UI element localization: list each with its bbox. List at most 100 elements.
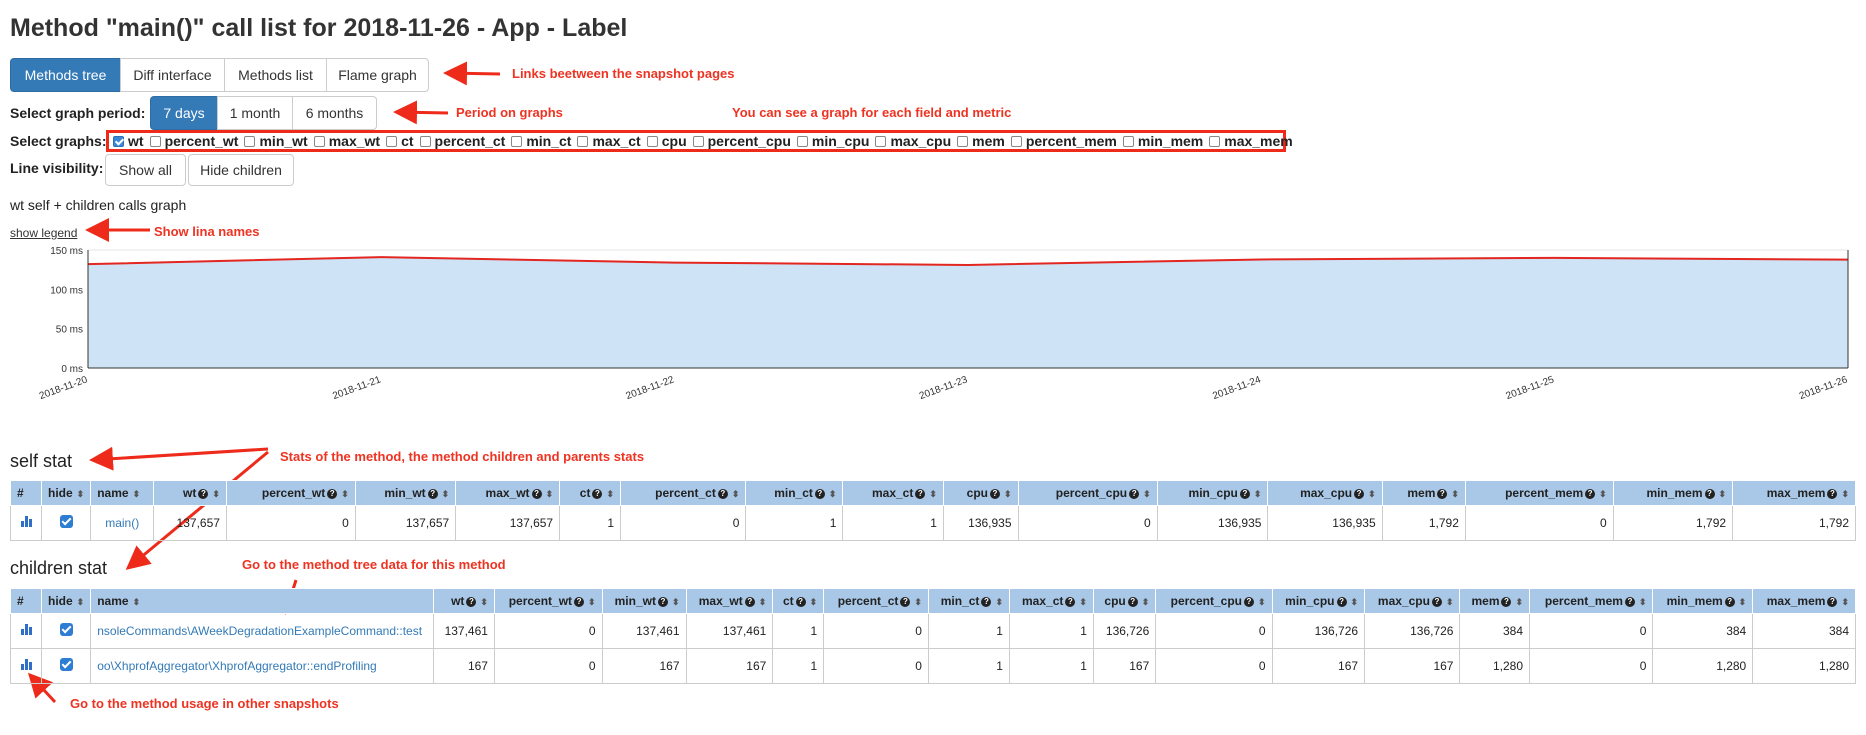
sort-icon[interactable]: ⬍	[132, 489, 141, 499]
checkbox-input[interactable]	[386, 135, 398, 147]
sort-icon[interactable]: ⬍	[545, 489, 554, 499]
column-header-percent-ct[interactable]: percent_ct? ⬍	[619, 480, 747, 506]
sort-icon[interactable]: ⬍	[1253, 489, 1262, 499]
sort-icon[interactable]: ⬍	[1368, 489, 1376, 499]
sort-icon[interactable]: ⬍	[606, 489, 614, 499]
sort-icon[interactable]: ⬍	[441, 489, 450, 499]
period-6-months[interactable]: 6 months	[292, 96, 377, 130]
graph-checkbox-max-ct[interactable]: max_ct	[577, 133, 641, 149]
sort-icon[interactable]: ⬍	[1841, 597, 1849, 607]
sort-icon[interactable]: ⬍	[828, 489, 837, 499]
graph-checkbox-wt[interactable]: wt	[113, 133, 144, 149]
sort-icon[interactable]: ⬍	[1350, 597, 1359, 607]
sort-icon[interactable]: ⬍	[212, 489, 220, 499]
question-icon[interactable]: ?	[427, 488, 438, 499]
question-icon[interactable]: ?	[1501, 596, 1512, 607]
question-icon[interactable]: ?	[1243, 596, 1254, 607]
hide-checkbox[interactable]	[59, 623, 73, 636]
sort-icon[interactable]: ⬍	[1738, 597, 1747, 607]
question-icon[interactable]: ?	[1431, 596, 1442, 607]
column-header-ct[interactable]: ct? ⬍	[772, 588, 825, 614]
sort-icon[interactable]: ⬍	[1599, 489, 1607, 499]
question-icon[interactable]: ?	[1827, 596, 1838, 607]
column-header-index[interactable]: #	[10, 588, 42, 614]
question-icon[interactable]: ?	[657, 596, 668, 607]
hide-children-button[interactable]: Hide children	[188, 154, 294, 186]
question-icon[interactable]: ?	[1239, 488, 1250, 499]
graph-checkbox-percent-mem[interactable]: percent_mem	[1010, 133, 1117, 149]
checkbox-input[interactable]	[419, 135, 431, 147]
graph-checkbox-min-wt[interactable]: min_wt	[244, 133, 308, 149]
checkbox-input[interactable]	[149, 135, 161, 147]
hide-checkbox[interactable]	[59, 515, 73, 528]
column-header-max-cpu[interactable]: max_cpu? ⬍	[1364, 588, 1461, 614]
bar-chart-icon[interactable]	[20, 659, 32, 670]
sort-icon[interactable]: ⬍	[1141, 597, 1150, 607]
period-7-days[interactable]: 7 days	[150, 96, 218, 130]
column-header-wt[interactable]: wt? ⬍	[153, 480, 227, 506]
sort-icon[interactable]: ⬍	[731, 489, 740, 499]
checkbox-input[interactable]	[1010, 135, 1022, 147]
show-legend-link[interactable]: show legend	[10, 226, 78, 240]
question-icon[interactable]: ?	[1437, 488, 1448, 499]
column-header-max-wt[interactable]: max_wt? ⬍	[455, 480, 561, 506]
column-header-max-mem[interactable]: max_mem? ⬍	[1732, 480, 1856, 506]
question-icon[interactable]: ?	[915, 488, 926, 499]
question-icon[interactable]: ?	[990, 488, 1000, 499]
method-link[interactable]: oo\XhprofAggregator\XhprofAggregator::en…	[97, 659, 377, 673]
question-icon[interactable]: ?	[1129, 488, 1140, 499]
question-icon[interactable]: ?	[1624, 596, 1635, 607]
sort-icon[interactable]: ⬍	[1451, 489, 1459, 499]
question-icon[interactable]: ?	[327, 488, 338, 499]
sort-icon[interactable]: ⬍	[1257, 597, 1266, 607]
sort-icon[interactable]: ⬍	[929, 489, 937, 499]
sort-icon[interactable]: ⬍	[1638, 597, 1647, 607]
column-header-max-ct[interactable]: max_ct? ⬍	[1008, 588, 1094, 614]
checkbox-input[interactable]	[244, 135, 256, 147]
column-header-min-wt[interactable]: min_wt? ⬍	[601, 588, 687, 614]
tab-flame-graph[interactable]: Flame graph	[326, 58, 429, 92]
graph-checkbox-max-wt[interactable]: max_wt	[313, 133, 380, 149]
column-header-name[interactable]: name ⬍	[90, 480, 155, 506]
column-header-percent-ct[interactable]: percent_ct? ⬍	[823, 588, 929, 614]
column-header-min-mem[interactable]: min_mem? ⬍	[1612, 480, 1734, 506]
question-icon[interactable]: ?	[574, 596, 585, 607]
question-icon[interactable]: ?	[814, 488, 825, 499]
checkbox-input[interactable]	[692, 135, 704, 147]
sort-icon[interactable]: ⬍	[1841, 489, 1849, 499]
column-header-percent-mem[interactable]: percent_mem? ⬍	[1464, 480, 1614, 506]
sort-icon[interactable]: ⬍	[132, 597, 141, 607]
column-header-min-cpu[interactable]: min_cpu? ⬍	[1156, 480, 1269, 506]
question-icon[interactable]: ?	[717, 488, 728, 499]
question-icon[interactable]: ?	[1127, 596, 1138, 607]
graph-checkbox-percent-wt[interactable]: percent_wt	[149, 133, 238, 149]
sort-icon[interactable]: ⬍	[671, 597, 680, 607]
bar-chart-icon[interactable]	[20, 516, 32, 527]
sort-icon[interactable]: ⬍	[480, 597, 488, 607]
column-header-mem[interactable]: mem? ⬍	[1459, 588, 1531, 614]
column-header-min-wt[interactable]: min_wt? ⬍	[354, 480, 457, 506]
column-header-name[interactable]: name ⬍	[90, 588, 435, 614]
period-1-month[interactable]: 1 month	[217, 96, 293, 130]
column-header-percent-wt[interactable]: percent_wt? ⬍	[225, 480, 356, 506]
sort-icon[interactable]: ⬍	[588, 597, 596, 607]
sort-icon[interactable]: ⬍	[76, 489, 85, 499]
tab-diff-interface[interactable]: Diff interface	[120, 58, 225, 92]
question-icon[interactable]: ?	[795, 596, 806, 607]
sort-icon[interactable]: ⬍	[76, 597, 85, 607]
checkbox-input[interactable]	[313, 135, 325, 147]
show-all-button[interactable]: Show all	[105, 154, 186, 186]
question-icon[interactable]: ?	[198, 488, 209, 499]
checkbox-input[interactable]	[646, 135, 658, 147]
checkbox-input[interactable]	[796, 135, 808, 147]
column-header-index[interactable]: #	[10, 480, 42, 506]
question-icon[interactable]: ?	[1585, 488, 1596, 499]
question-icon[interactable]: ?	[1065, 596, 1076, 607]
column-header-percent-cpu[interactable]: percent_cpu? ⬍	[1017, 480, 1158, 506]
column-header-max-mem[interactable]: max_mem? ⬍	[1752, 588, 1856, 614]
sort-icon[interactable]: ⬍	[1004, 489, 1012, 499]
bar-chart-icon[interactable]	[20, 624, 32, 635]
question-icon[interactable]: ?	[592, 488, 603, 499]
question-icon[interactable]: ?	[1354, 488, 1365, 499]
sort-icon[interactable]: ⬍	[1515, 597, 1524, 607]
